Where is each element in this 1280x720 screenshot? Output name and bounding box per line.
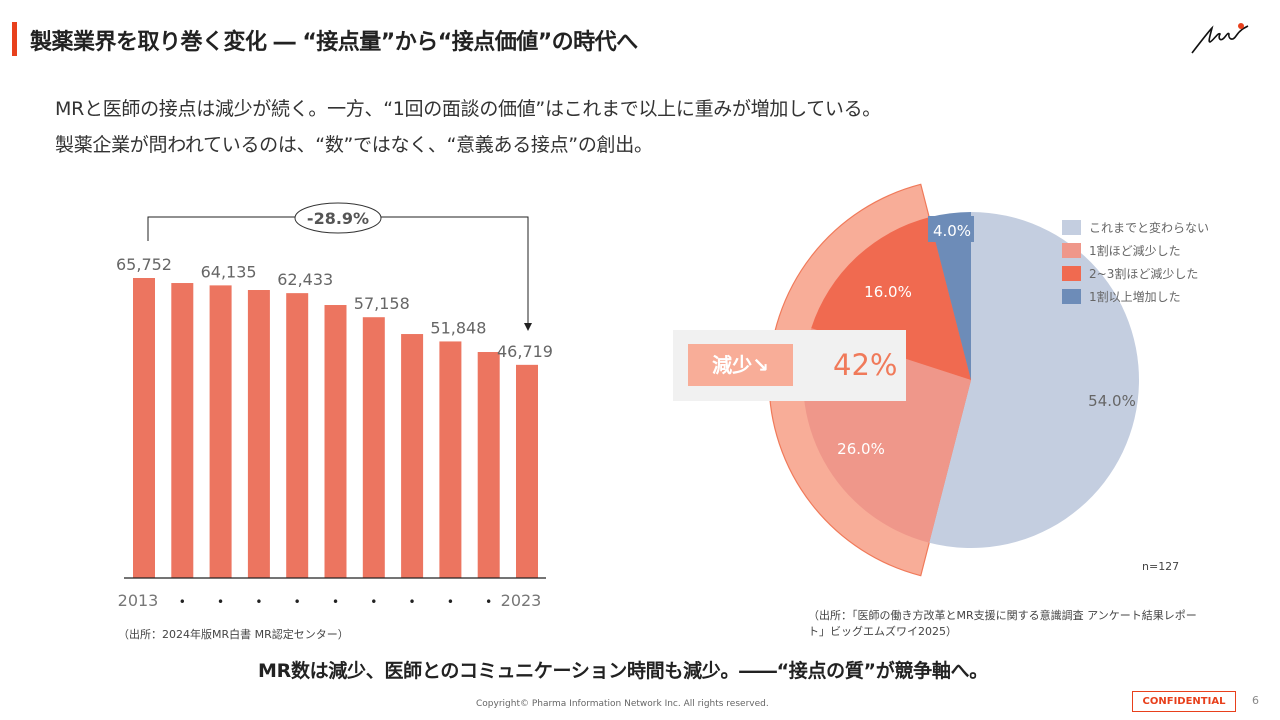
change-annotation: -28.9% bbox=[307, 209, 369, 228]
title-accent-bar bbox=[12, 22, 17, 56]
decrease-callout: 減少↘ 42% bbox=[673, 330, 906, 401]
label-background bbox=[928, 216, 974, 242]
tick-label: • bbox=[255, 595, 262, 609]
tick-label: • bbox=[332, 595, 339, 609]
legend-label: 1割ほど減少した bbox=[1089, 244, 1181, 258]
bar bbox=[477, 352, 500, 578]
tick-label: • bbox=[217, 595, 224, 609]
legend-item: 2~3割ほど減少した bbox=[1062, 265, 1198, 282]
bar bbox=[171, 283, 194, 578]
lead-text-line-1: MRと医師の接点は減少が続く。一方、“1回の面談の価値”はこれまで以上に重みが増… bbox=[55, 98, 882, 120]
bar bbox=[286, 293, 309, 578]
data-label: 65,752 bbox=[116, 255, 172, 274]
bar bbox=[247, 290, 270, 578]
confidential-badge: CONFIDENTIAL bbox=[1132, 691, 1236, 712]
legend-item: これまでと変わらない bbox=[1062, 219, 1209, 236]
contact-change-pie-chart: 54.0% 26.0% 16.0% 4.0% bbox=[768, 183, 1139, 577]
data-label: 64,135 bbox=[201, 262, 257, 281]
pie-slice bbox=[929, 212, 1139, 548]
legend-item: 1割ほど減少した bbox=[1062, 242, 1181, 259]
legend-label: 1割以上増加した bbox=[1089, 290, 1181, 304]
company-logo bbox=[1188, 20, 1263, 60]
legend-item: 1割以上増加した bbox=[1062, 288, 1181, 305]
data-label: 51,848 bbox=[430, 318, 486, 337]
bar bbox=[133, 278, 155, 578]
sample-size: n=127 bbox=[1142, 560, 1180, 573]
tick-label: • bbox=[294, 595, 301, 609]
tick-label: 2023 bbox=[501, 591, 542, 610]
bar bbox=[439, 341, 462, 578]
tick-label: • bbox=[179, 595, 186, 609]
tick-label: 2013 bbox=[118, 591, 159, 610]
legend-label: これまでと変わらない bbox=[1089, 221, 1210, 235]
tick-label: • bbox=[370, 595, 377, 609]
tick-label: • bbox=[409, 595, 416, 609]
bar bbox=[362, 317, 385, 578]
page-number: 6 bbox=[1252, 694, 1259, 707]
arrow-down-icon bbox=[524, 323, 532, 331]
legend-swatch bbox=[1062, 266, 1081, 281]
slice-label: 54.0% bbox=[1088, 392, 1136, 410]
change-badge bbox=[294, 202, 382, 234]
legend-swatch bbox=[1062, 243, 1081, 258]
page-title: 製薬業界を取り巻く変化 ― “接点量”から“接点価値”の時代へ bbox=[30, 30, 638, 55]
decrease-value: 42% bbox=[833, 348, 898, 382]
slice-label: 4.0% bbox=[933, 222, 971, 240]
lead-text-line-2: 製薬企業が問われているのは、“数”ではなく、“意義ある接点”の創出。 bbox=[55, 134, 653, 156]
slice-label: 26.0% bbox=[837, 440, 885, 458]
pie-chart-source: （出所：「医師の働き方改革とMR支援に関する意識調査 アンケート結果レポート」ビ… bbox=[808, 609, 1197, 638]
conclusion-text: MR数は減少、医師とのコミュニケーション時間も減少。――“接点の質”が競争軸へ。 bbox=[258, 660, 988, 682]
data-label: 62,433 bbox=[277, 270, 333, 289]
legend-label: 2~3割ほど減少した bbox=[1089, 267, 1199, 281]
legend-swatch bbox=[1062, 289, 1081, 304]
bar bbox=[324, 305, 347, 578]
data-label: 46,719 bbox=[497, 342, 553, 361]
copyright: Copyright© Pharma Information Network In… bbox=[476, 699, 769, 709]
bar bbox=[209, 285, 232, 578]
legend-swatch bbox=[1062, 220, 1081, 235]
decrease-tag: 減少↘ bbox=[688, 344, 793, 386]
tick-label: • bbox=[447, 595, 454, 609]
bar bbox=[516, 364, 538, 578]
data-label: 57,158 bbox=[354, 294, 410, 313]
bar-chart-source: （出所：2024年版MR白書 MR認定センター） bbox=[118, 628, 349, 641]
slice-label: 16.0% bbox=[864, 283, 912, 301]
tick-label: • bbox=[485, 595, 492, 609]
pie-slice bbox=[929, 212, 971, 380]
mr-count-bar-chart: 65,752 2013 • 64,135 • • 62,433 • • 57,158 • • 51,84… bbox=[116, 202, 553, 610]
bar bbox=[401, 334, 424, 578]
